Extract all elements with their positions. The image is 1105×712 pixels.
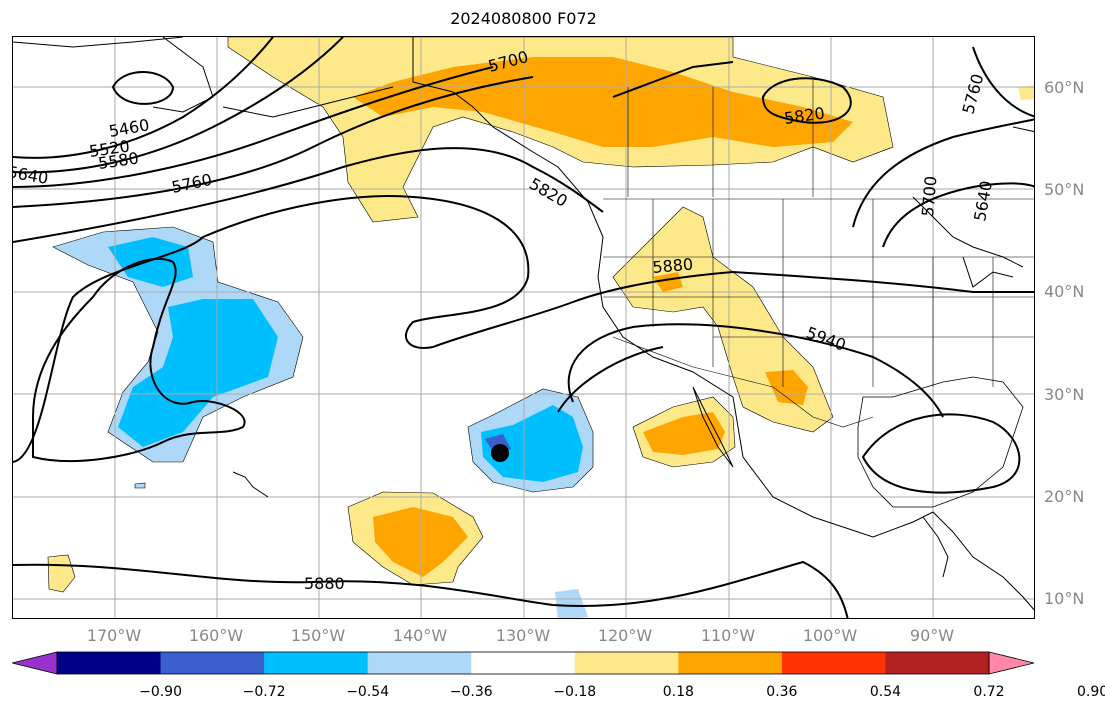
colorbar-tick-label: −0.36 — [449, 684, 493, 700]
colorbar-segment — [367, 652, 472, 674]
contour-labels: 5460 5520 5580 5640 5700 5760 5820 5880 … — [13, 47, 996, 593]
positive-anomaly-shading — [47, 37, 1034, 593]
country-state-borders — [412, 37, 1034, 428]
colorbar-tick-label: 0.18 — [662, 684, 694, 700]
storm-center-marker — [491, 444, 509, 462]
map-canvas: 5460 5520 5580 5640 5700 5760 5820 5880 … — [13, 37, 1034, 618]
lat-label: 10°N — [1044, 589, 1085, 608]
height-contours — [13, 37, 1034, 618]
contour-label: 5760 — [170, 170, 214, 197]
lon-label: 140°W — [392, 626, 448, 645]
lat-label: 20°N — [1044, 487, 1085, 506]
colorbar-tick-label: 0.54 — [869, 684, 902, 700]
colorbar-segment — [885, 652, 990, 674]
colorbar-segment — [471, 652, 576, 674]
colorbar — [12, 651, 1035, 675]
contour-label: 5820 — [526, 174, 571, 211]
negative-anomaly-shading — [52, 226, 594, 618]
colorbar-segment — [574, 652, 679, 674]
contour-label: 5760 — [959, 72, 988, 116]
lon-label: 110°W — [700, 626, 756, 645]
colorbar-segment — [678, 652, 783, 674]
lon-label: 170°W — [86, 626, 142, 645]
contour-label: 5640 — [13, 162, 50, 188]
map-title: 2024080800 F072 — [450, 9, 597, 28]
lat-label: 40°N — [1044, 282, 1085, 301]
lon-label: 130°W — [495, 626, 551, 645]
colorbar-tick-label: 0.36 — [766, 684, 798, 700]
colorbar-segment — [781, 652, 886, 674]
colorbar-segment — [57, 652, 162, 674]
map-panel: 5460 5520 5580 5640 5700 5760 5820 5880 … — [12, 36, 1035, 619]
contour-label: 5940 — [804, 323, 849, 355]
lon-label: 120°W — [597, 626, 653, 645]
lon-label: 160°W — [188, 626, 244, 645]
colorbar-tick-label: −0.54 — [346, 684, 390, 700]
colorbar-extend-low — [12, 651, 58, 675]
colorbar-tick-label: −0.18 — [553, 684, 597, 700]
lat-label: 50°N — [1044, 180, 1085, 199]
contour-label: 5880 — [652, 255, 694, 277]
lat-label: 60°N — [1044, 78, 1085, 97]
lon-label: 90°W — [909, 626, 955, 645]
lon-label: 100°W — [802, 626, 858, 645]
colorbar-tick-label: −0.90 — [139, 684, 182, 700]
colorbar-segment — [264, 652, 369, 674]
contour-label: 5640 — [970, 179, 996, 222]
contour-label: 5700 — [918, 175, 940, 217]
contour-label: 5460 — [107, 115, 150, 141]
colorbar-tick-label: 0.90 — [1076, 684, 1105, 700]
lon-label: 150°W — [290, 626, 346, 645]
graticule — [13, 37, 1034, 618]
colorbar-segment — [160, 652, 265, 674]
colorbar-extend-high — [988, 651, 1035, 675]
colorbar-tick-label: −0.72 — [242, 684, 286, 700]
colorbar-tick-label: 0.72 — [973, 684, 1005, 700]
lat-label: 30°N — [1044, 385, 1085, 404]
contour-label: 5880 — [304, 574, 345, 593]
